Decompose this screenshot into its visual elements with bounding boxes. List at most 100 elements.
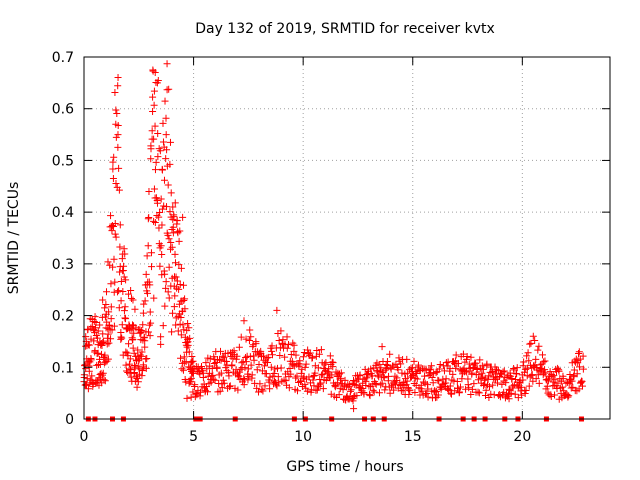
data-point bbox=[152, 158, 160, 166]
data-point bbox=[341, 376, 349, 384]
data-point bbox=[534, 346, 542, 354]
data-point bbox=[375, 389, 383, 397]
data-point bbox=[117, 297, 125, 305]
data-point bbox=[138, 366, 146, 374]
data-point bbox=[231, 384, 239, 392]
data-point bbox=[130, 362, 138, 370]
data-point bbox=[156, 147, 164, 155]
data-point bbox=[347, 387, 355, 395]
data-point bbox=[558, 383, 566, 391]
data-point bbox=[164, 231, 172, 239]
data-point bbox=[166, 160, 174, 168]
data-point bbox=[115, 186, 123, 194]
data-point bbox=[383, 364, 391, 372]
data-point bbox=[142, 270, 150, 278]
y-tick-label: 0.2 bbox=[52, 309, 74, 325]
data-point bbox=[293, 387, 301, 395]
data-point bbox=[179, 321, 187, 329]
data-point bbox=[289, 361, 297, 369]
data-point bbox=[242, 358, 250, 366]
data-point bbox=[458, 375, 466, 383]
data-point bbox=[390, 386, 398, 394]
data-point bbox=[424, 385, 432, 393]
data-point bbox=[512, 375, 520, 383]
data-point bbox=[427, 362, 435, 370]
data-point bbox=[505, 385, 513, 393]
data-point bbox=[92, 319, 100, 327]
data-point bbox=[262, 370, 270, 378]
data-point bbox=[452, 364, 460, 372]
data-point bbox=[130, 369, 138, 377]
data-point bbox=[163, 60, 171, 68]
data-point bbox=[101, 377, 109, 385]
data-point bbox=[147, 145, 155, 153]
data-point bbox=[96, 375, 104, 383]
data-point bbox=[158, 205, 166, 213]
data-point bbox=[432, 369, 440, 377]
data-point bbox=[150, 217, 158, 225]
data-point bbox=[566, 371, 574, 379]
data-point bbox=[166, 138, 174, 146]
data-point bbox=[219, 376, 227, 384]
data-point bbox=[185, 324, 193, 332]
data-point bbox=[357, 384, 365, 392]
data-point bbox=[365, 382, 373, 390]
data-point bbox=[528, 371, 536, 379]
data-point bbox=[513, 364, 521, 372]
data-point bbox=[442, 375, 450, 383]
data-point bbox=[120, 273, 128, 281]
data-point bbox=[421, 372, 429, 380]
data-point bbox=[144, 242, 152, 250]
data-point bbox=[410, 357, 418, 365]
data-point bbox=[168, 243, 176, 251]
data-point bbox=[125, 340, 133, 348]
data-point bbox=[116, 268, 124, 276]
data-point bbox=[247, 361, 255, 369]
data-point bbox=[121, 250, 129, 258]
data-point bbox=[128, 334, 136, 342]
data-point bbox=[138, 348, 146, 356]
data-point bbox=[98, 342, 106, 349]
data-point bbox=[133, 383, 141, 391]
data-point bbox=[244, 376, 252, 384]
data-point bbox=[442, 359, 450, 367]
data-point bbox=[173, 277, 181, 285]
data-point bbox=[264, 358, 272, 366]
data-point bbox=[148, 127, 156, 135]
data-point bbox=[144, 289, 152, 297]
data-point bbox=[331, 383, 339, 391]
data-point bbox=[266, 385, 274, 393]
data-point bbox=[573, 370, 581, 378]
data-point bbox=[550, 372, 558, 380]
data-point bbox=[185, 348, 193, 356]
data-point bbox=[551, 376, 559, 384]
data-point bbox=[220, 353, 228, 361]
data-point bbox=[485, 372, 493, 380]
data-point bbox=[415, 361, 423, 369]
data-point bbox=[292, 374, 300, 382]
y-axis-label: SRMTID / TECUs bbox=[6, 182, 22, 295]
data-point bbox=[120, 245, 128, 253]
data-point bbox=[485, 383, 493, 391]
data-point bbox=[155, 224, 163, 232]
data-point bbox=[213, 364, 221, 372]
data-point bbox=[175, 261, 183, 269]
data-point bbox=[287, 370, 295, 378]
data-point bbox=[377, 381, 385, 389]
data-point bbox=[116, 243, 124, 251]
data-point bbox=[328, 358, 336, 366]
data-point bbox=[406, 387, 414, 395]
data-point bbox=[535, 379, 543, 387]
data-point bbox=[101, 351, 109, 359]
data-point bbox=[317, 379, 325, 387]
data-point bbox=[302, 360, 310, 368]
data-point bbox=[240, 374, 248, 382]
data-point bbox=[236, 368, 244, 376]
data-point bbox=[141, 343, 149, 351]
data-point bbox=[99, 338, 107, 346]
data-point bbox=[159, 138, 167, 146]
data-point bbox=[319, 370, 327, 378]
data-point bbox=[392, 360, 400, 368]
data-point bbox=[551, 391, 559, 399]
data-point bbox=[559, 375, 567, 383]
